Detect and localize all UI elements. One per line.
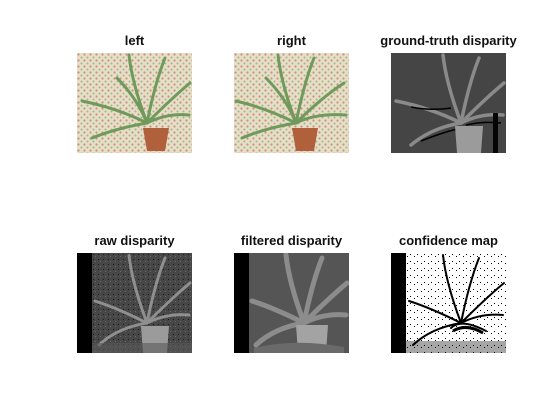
filtered-disparity-panel: filtered disparity xyxy=(234,233,349,353)
raw-disparity-panel: raw disparity xyxy=(77,233,192,353)
ground-truth-disparity-title: ground-truth disparity xyxy=(380,33,517,48)
raw-disparity-title: raw disparity xyxy=(94,233,175,248)
confidence-map-title: confidence map xyxy=(399,233,498,248)
confidence-map-image xyxy=(391,253,506,353)
right-image-panel: right xyxy=(234,33,349,153)
right-stereo-photo xyxy=(234,53,349,153)
filtered-disparity-image xyxy=(234,253,349,353)
left-image-title: left xyxy=(124,33,145,48)
filtered-disparity-title: filtered disparity xyxy=(240,233,343,248)
right-image-title: right xyxy=(277,33,306,48)
left-stereo-photo xyxy=(77,53,192,153)
left-image-panel: left xyxy=(77,33,192,153)
confidence-map-panel: confidence map xyxy=(391,233,506,353)
raw-disparity-image xyxy=(77,253,192,353)
ground-truth-disparity-panel: ground-truth disparity xyxy=(380,33,517,153)
ground-truth-disparity-image xyxy=(391,53,506,153)
